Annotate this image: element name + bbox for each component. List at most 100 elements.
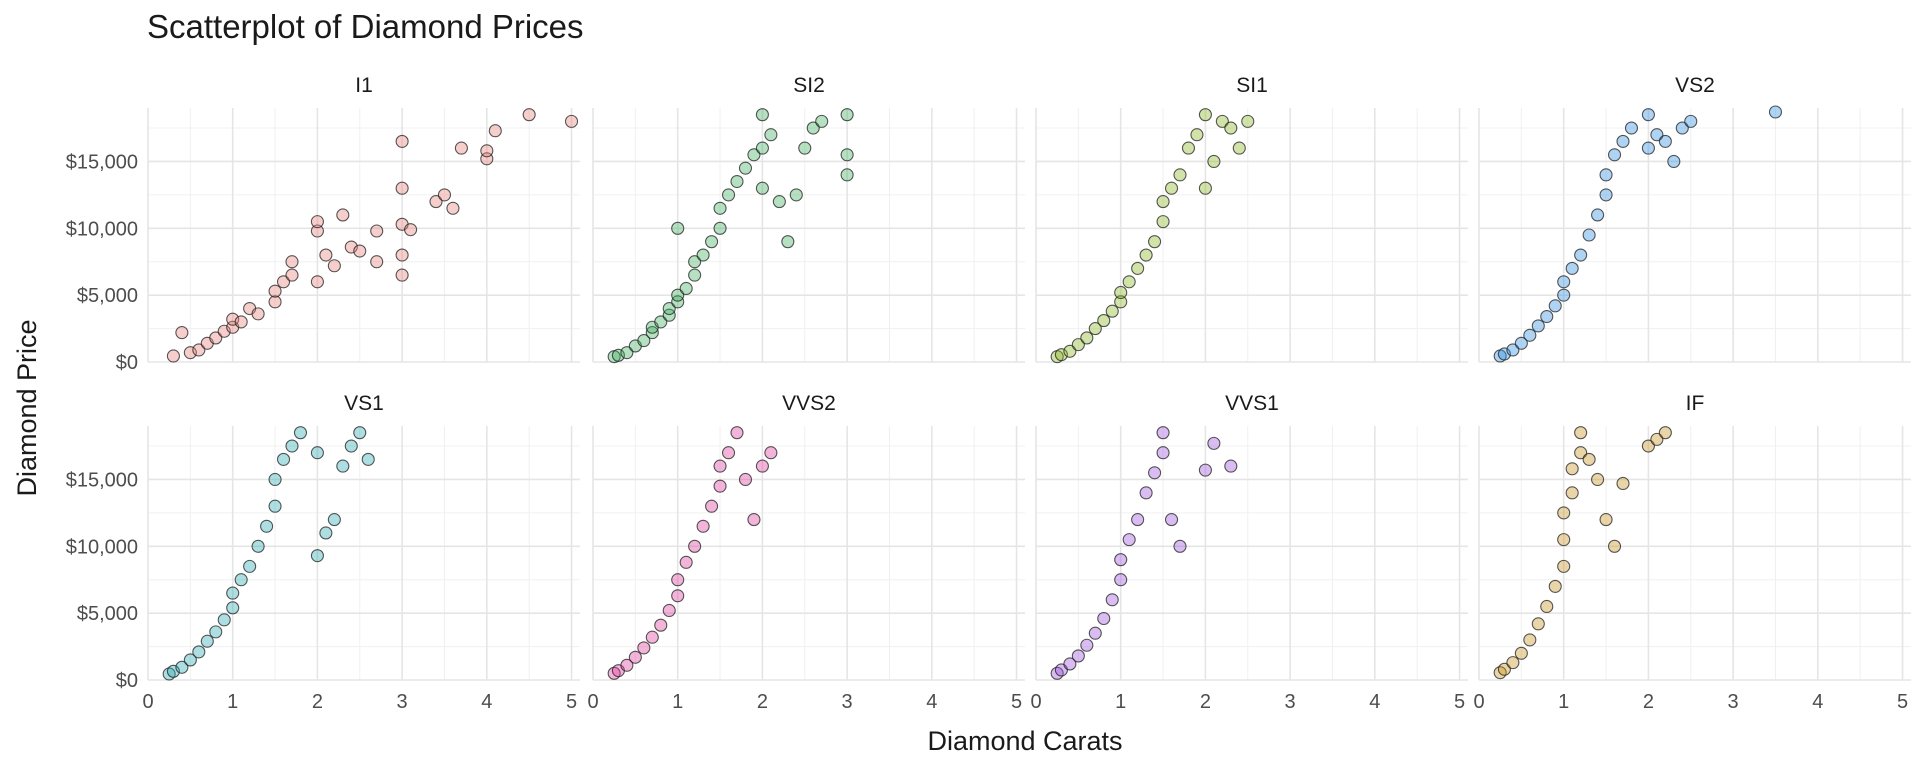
scatter-point bbox=[1156, 215, 1170, 229]
scatter-point bbox=[370, 255, 384, 269]
scatter-point bbox=[243, 559, 257, 573]
scatter-point bbox=[1650, 432, 1664, 446]
scatter-point bbox=[522, 108, 536, 122]
x-tick-label: 4 bbox=[926, 691, 937, 713]
scatter-point bbox=[840, 108, 854, 122]
scatter-point bbox=[1181, 141, 1196, 155]
scatter-point bbox=[1215, 114, 1229, 128]
scatter-point bbox=[688, 268, 702, 282]
scatter-point bbox=[1207, 436, 1221, 450]
scatter-point bbox=[166, 349, 180, 363]
scatter-point bbox=[671, 573, 685, 587]
scatter-point bbox=[721, 188, 736, 202]
scatter-point bbox=[1574, 248, 1588, 262]
scatter-point bbox=[1675, 121, 1689, 135]
scatter-point bbox=[1624, 121, 1639, 135]
scatter-point bbox=[183, 653, 197, 667]
scatter-point bbox=[1514, 646, 1528, 660]
scatter-point bbox=[217, 613, 231, 627]
scatter-point bbox=[1080, 638, 1094, 652]
x-tick-label: 3 bbox=[1728, 691, 1739, 713]
x-tick-label: 5 bbox=[1011, 691, 1022, 713]
scatter-point bbox=[370, 224, 384, 238]
scatter-point bbox=[688, 539, 702, 553]
scatter-point bbox=[319, 526, 333, 540]
scatter-point bbox=[721, 446, 736, 460]
scatter-point bbox=[1565, 486, 1579, 500]
x-tick-label: 4 bbox=[481, 691, 492, 713]
x-tick-label: 3 bbox=[1285, 691, 1296, 713]
scatter-point bbox=[1658, 426, 1672, 440]
scatter-point bbox=[1198, 108, 1212, 122]
scatter-point bbox=[620, 346, 634, 360]
scatter-point bbox=[755, 181, 769, 195]
scatter-point bbox=[488, 124, 502, 138]
scatter-point bbox=[1557, 275, 1571, 289]
scatter-point bbox=[637, 334, 651, 348]
scatter-point bbox=[564, 114, 579, 128]
scatter-point bbox=[620, 658, 634, 672]
scatter-point bbox=[1198, 463, 1212, 477]
facet-strip-label: IF bbox=[1686, 392, 1705, 415]
scatter-point bbox=[755, 108, 769, 122]
scatter-point bbox=[268, 472, 282, 487]
x-tick-label: 3 bbox=[842, 691, 853, 713]
scatter-point bbox=[781, 235, 795, 249]
y-tick-label: $15,000 bbox=[66, 469, 138, 491]
facet-strip-label: VS1 bbox=[344, 392, 384, 415]
y-axis-title: Diamond Price bbox=[12, 319, 42, 496]
scatter-point bbox=[671, 221, 685, 235]
y-tick-label: $0 bbox=[116, 670, 138, 692]
scatter-point bbox=[1599, 168, 1613, 182]
scatter-point bbox=[1139, 248, 1153, 262]
facet-strip-label: VVS2 bbox=[782, 392, 836, 415]
scatter-point bbox=[1565, 462, 1579, 476]
x-tick-label: 0 bbox=[1030, 691, 1041, 713]
scatter-point bbox=[1156, 426, 1170, 440]
scatter-point bbox=[738, 161, 753, 175]
facet-panel: VS1 $0 $5,000 $10,000 $15,000 0 1 2 3 4 5 bbox=[66, 392, 580, 713]
x-tick-label: 1 bbox=[227, 691, 238, 713]
facet-strip-label: I1 bbox=[355, 74, 373, 97]
scatter-point bbox=[662, 308, 676, 322]
scatter-point bbox=[764, 128, 778, 142]
scatter-point bbox=[1506, 656, 1520, 670]
scatter-point bbox=[840, 168, 854, 182]
scatter-point bbox=[1105, 304, 1119, 318]
scatter-point bbox=[1565, 261, 1579, 275]
scatter-point bbox=[705, 499, 719, 513]
x-tick-label: 5 bbox=[1454, 691, 1465, 713]
scatter-point bbox=[404, 223, 418, 237]
scatter-point bbox=[1548, 299, 1562, 313]
scatter-point bbox=[310, 549, 324, 563]
scatter-point bbox=[1531, 617, 1545, 631]
scatter-point bbox=[336, 459, 350, 473]
scatter-point bbox=[688, 255, 702, 269]
scatter-point bbox=[192, 343, 206, 357]
scatter-point bbox=[1224, 121, 1238, 135]
scatter-point bbox=[1557, 559, 1571, 573]
facet-strip-label: SI2 bbox=[793, 74, 825, 97]
facet-strip-label: SI1 bbox=[1236, 74, 1268, 97]
scatter-point bbox=[1173, 539, 1187, 553]
scatter-point bbox=[1582, 228, 1596, 242]
scatter-point bbox=[234, 573, 248, 587]
scatter-point bbox=[1114, 573, 1128, 587]
scatter-point bbox=[226, 601, 240, 615]
scatter-point bbox=[344, 439, 358, 453]
facet-panels: I1 $0 $5,000 $10,000 $15,000 SI2 SI1 VS2 VS1 $0 $5… bbox=[66, 74, 1911, 713]
scatter-point bbox=[293, 426, 308, 440]
facet-strip-label: VS2 bbox=[1675, 74, 1715, 97]
scatter-point bbox=[1164, 513, 1179, 527]
scatter-point bbox=[671, 288, 685, 302]
scatter-point bbox=[192, 645, 206, 659]
scatter-point bbox=[1122, 533, 1136, 547]
scatter-point bbox=[1548, 579, 1562, 593]
y-tick-label: $5,000 bbox=[77, 285, 138, 307]
scatter-point bbox=[662, 301, 676, 316]
scatter-point bbox=[1641, 108, 1655, 122]
scatter-point bbox=[1557, 506, 1571, 520]
scatter-point bbox=[1497, 662, 1511, 676]
scatter-point bbox=[1684, 114, 1698, 128]
